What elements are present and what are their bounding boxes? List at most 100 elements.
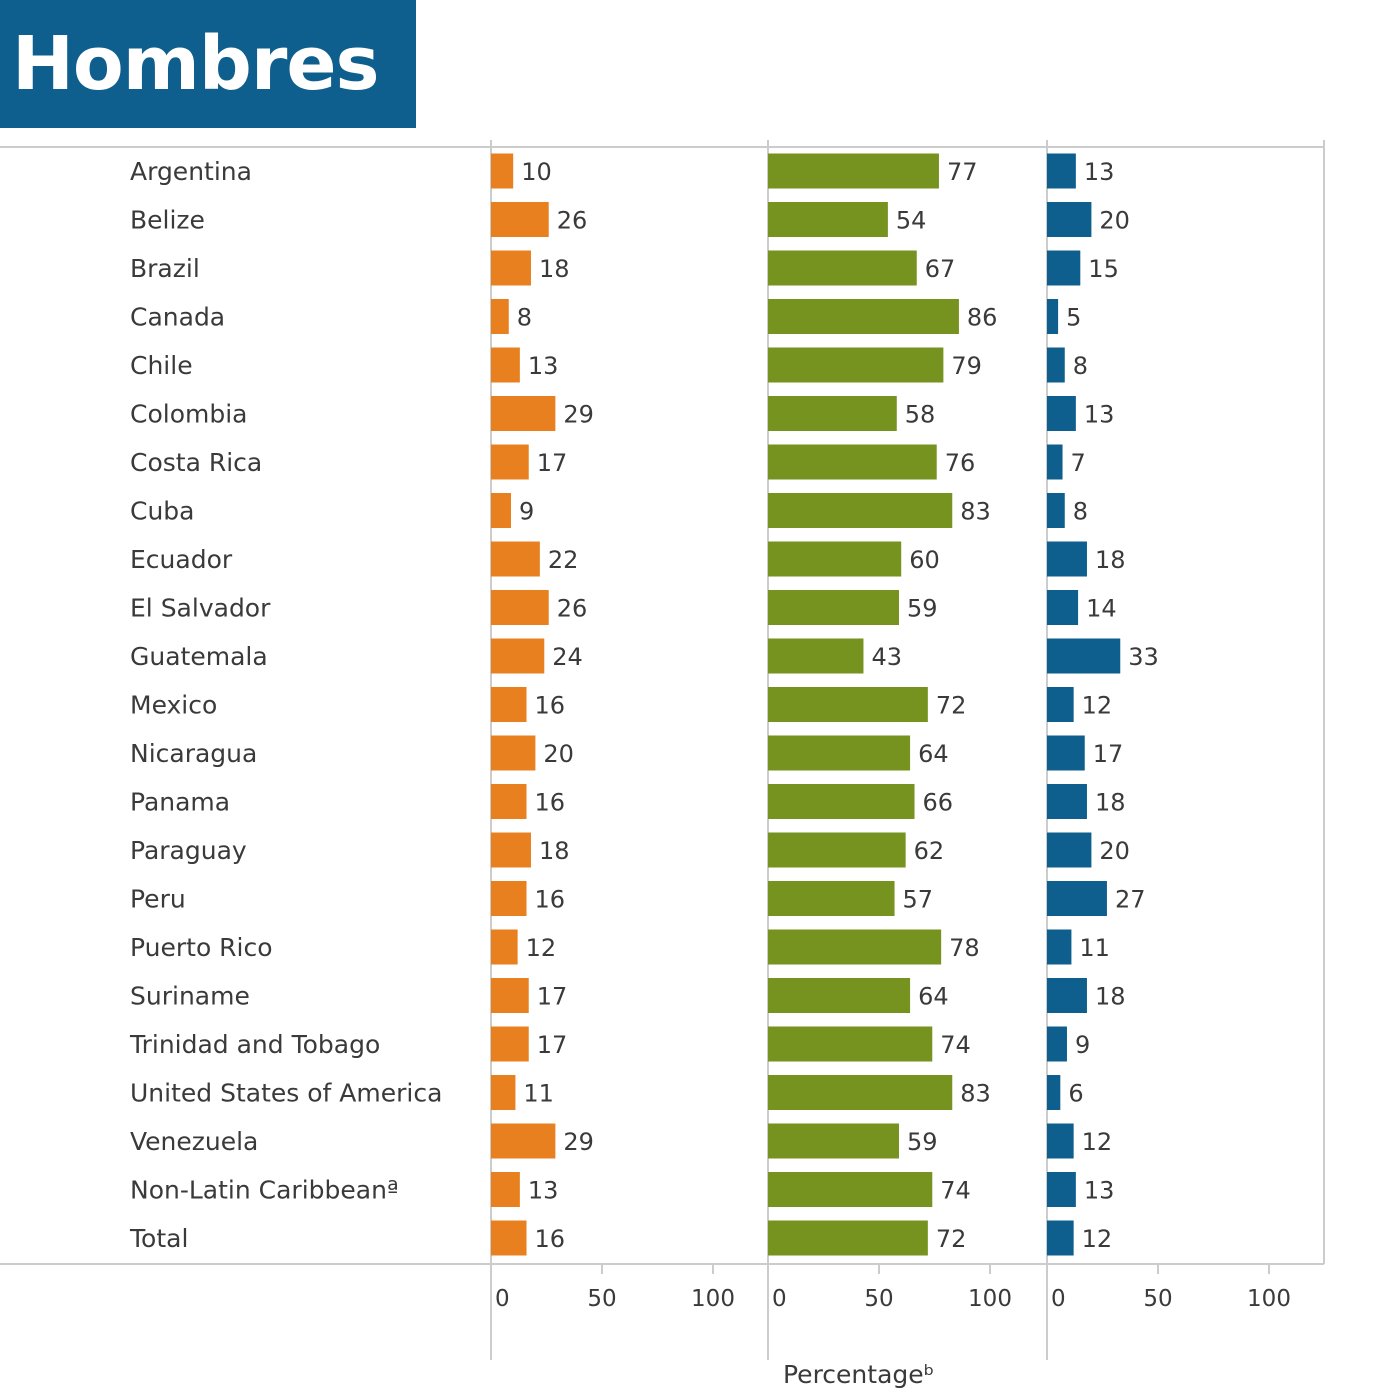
data-label: 10 xyxy=(521,158,552,186)
data-label: 20 xyxy=(1099,837,1130,865)
data-label: 67 xyxy=(925,255,956,283)
bar xyxy=(768,881,895,916)
bar xyxy=(1047,1172,1076,1207)
bar xyxy=(1047,250,1081,286)
bar xyxy=(768,541,902,577)
bar xyxy=(1047,1075,1061,1110)
bar xyxy=(491,881,527,916)
country-label: Colombia xyxy=(130,400,247,429)
bar xyxy=(491,250,531,286)
data-label: 54 xyxy=(896,207,927,235)
data-label: 17 xyxy=(1093,740,1124,768)
bar xyxy=(491,1123,556,1159)
bar xyxy=(1047,1026,1067,1062)
country-label: Trinidad and Tobago xyxy=(129,1030,380,1059)
page-title: Hombres xyxy=(12,21,380,107)
bar xyxy=(768,784,915,819)
data-label: 66 xyxy=(923,789,954,817)
country-label: Peru xyxy=(130,885,186,914)
country-label: Nicaragua xyxy=(130,739,257,768)
bar xyxy=(768,250,917,286)
bar xyxy=(1047,396,1076,431)
data-label: 8 xyxy=(1073,498,1088,526)
data-label: 33 xyxy=(1128,643,1159,671)
country-label: Belize xyxy=(130,206,205,235)
bar xyxy=(491,299,509,334)
data-label: 77 xyxy=(947,158,978,186)
bar xyxy=(768,638,864,674)
bar xyxy=(768,1123,899,1159)
country-label: Mexico xyxy=(130,691,217,720)
bar xyxy=(491,832,531,868)
country-label: Chile xyxy=(130,351,193,380)
country-label: Non-Latin Caribbeanª xyxy=(130,1176,399,1205)
data-label: 16 xyxy=(535,789,566,817)
data-label: 62 xyxy=(914,837,945,865)
country-label: Argentina xyxy=(130,157,252,186)
country-label: Suriname xyxy=(130,982,250,1011)
country-label: Cuba xyxy=(130,497,195,526)
data-label: 16 xyxy=(535,1225,566,1253)
country-label: Paraguay xyxy=(130,836,247,865)
country-label: Panama xyxy=(130,788,230,817)
country-label: Venezuela xyxy=(130,1127,258,1156)
bar xyxy=(768,396,897,431)
data-label: 60 xyxy=(909,546,940,574)
data-label: 17 xyxy=(537,983,568,1011)
data-label: 16 xyxy=(535,886,566,914)
bar xyxy=(768,347,944,383)
bar xyxy=(491,1220,527,1256)
data-label: 79 xyxy=(951,352,982,380)
data-label: 78 xyxy=(949,934,980,962)
data-label: 12 xyxy=(1082,1128,1113,1156)
data-label: 59 xyxy=(907,1128,938,1156)
data-label: 11 xyxy=(523,1080,554,1108)
bar xyxy=(1047,638,1121,674)
data-label: 27 xyxy=(1115,886,1146,914)
bar xyxy=(768,153,939,189)
data-label: 58 xyxy=(905,401,936,429)
bar xyxy=(491,493,511,528)
bar xyxy=(491,735,536,771)
data-label: 76 xyxy=(945,449,976,477)
bar xyxy=(768,1220,928,1256)
data-label: 57 xyxy=(903,886,934,914)
data-label: 13 xyxy=(1084,158,1115,186)
data-label: 20 xyxy=(1099,207,1130,235)
bar xyxy=(768,444,937,480)
bar xyxy=(1047,202,1092,237)
bar xyxy=(1047,832,1092,868)
data-label: 29 xyxy=(563,1128,594,1156)
bar xyxy=(1047,735,1085,771)
data-label: 12 xyxy=(526,934,557,962)
bar xyxy=(1047,493,1065,528)
data-label: 24 xyxy=(552,643,583,671)
data-label: 12 xyxy=(1082,692,1113,720)
bar xyxy=(491,202,549,237)
data-label: 12 xyxy=(1082,1225,1113,1253)
bar xyxy=(1047,444,1063,480)
country-label: Costa Rica xyxy=(130,448,262,477)
x-tick-label: 100 xyxy=(968,1286,1012,1312)
country-label: Puerto Rico xyxy=(130,933,273,962)
country-label: Guatemala xyxy=(130,642,268,671)
bar xyxy=(768,1172,933,1207)
data-label: 43 xyxy=(871,643,902,671)
data-label: 17 xyxy=(537,1031,568,1059)
data-label: 13 xyxy=(1084,401,1115,429)
data-label: 72 xyxy=(936,692,967,720)
data-label: 86 xyxy=(967,304,998,332)
bar xyxy=(768,590,899,625)
country-label: Canada xyxy=(130,303,225,332)
bar xyxy=(768,687,928,722)
x-axis-title: Percentageᵇ xyxy=(783,1360,934,1389)
bar xyxy=(491,1172,520,1207)
title-banner: Hombres xyxy=(0,0,416,128)
x-tick-label: 100 xyxy=(1247,1286,1291,1312)
bar xyxy=(491,396,556,431)
country-label: United States of America xyxy=(130,1079,442,1108)
bar xyxy=(768,832,906,868)
bar xyxy=(768,202,888,237)
x-tick-label: 0 xyxy=(772,1286,787,1312)
